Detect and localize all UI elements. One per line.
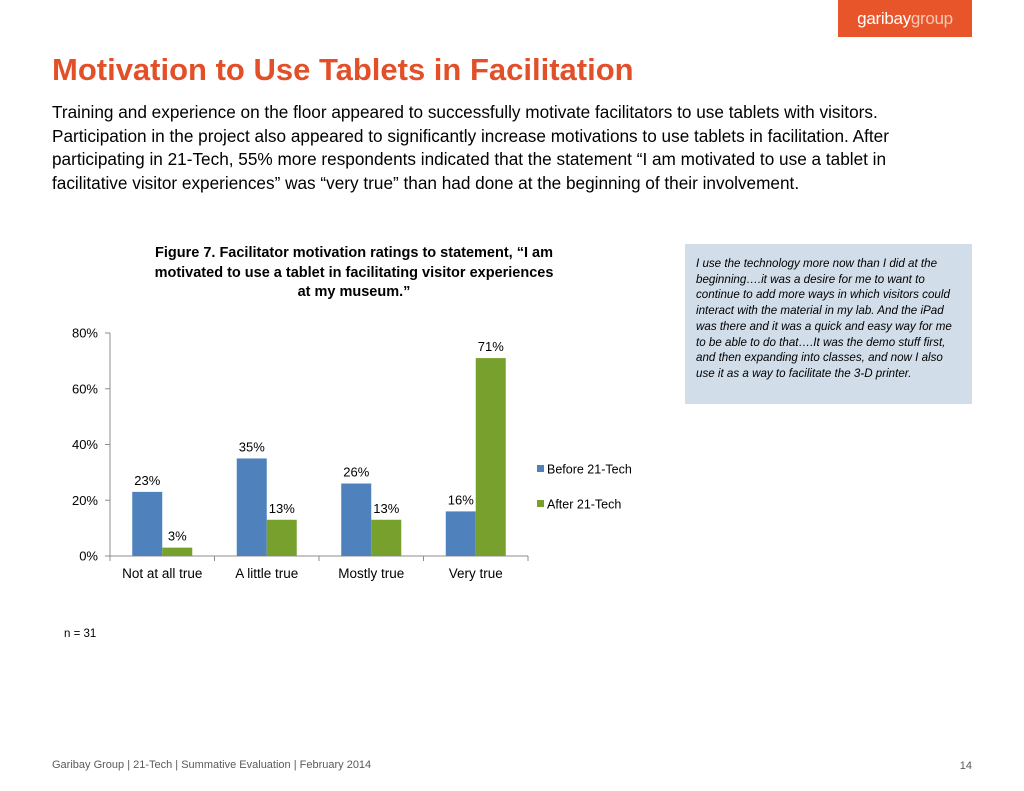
bar-before (236, 458, 267, 556)
legend-label: Before 21-Tech (547, 463, 632, 477)
legend-label: After 21-Tech (547, 498, 621, 512)
data-label: 13% (373, 501, 399, 516)
brand-logo: garibaygroup (838, 0, 972, 37)
data-label: 71% (478, 339, 504, 354)
x-tick-label: A little true (235, 566, 298, 581)
bar-after (475, 358, 506, 556)
data-label: 16% (448, 492, 474, 507)
bar-after (371, 519, 402, 556)
bar-after (162, 547, 193, 556)
bar-before (341, 483, 372, 556)
data-label: 13% (269, 501, 295, 516)
data-label: 3% (168, 529, 187, 544)
quote-box: I use the technology more now than I did… (685, 244, 972, 404)
data-label: 35% (239, 439, 265, 454)
legend-swatch (537, 465, 544, 472)
logo-text-main: garibay (857, 9, 911, 28)
logo-text-accent: group (910, 9, 953, 28)
bar-after (266, 519, 297, 556)
y-tick-label: 40% (72, 437, 98, 452)
figure-title: Figure 7. Facilitator motivation ratings… (154, 245, 554, 300)
y-tick-label: 60% (72, 381, 98, 396)
page-number: 14 (959, 760, 972, 772)
data-label: 26% (343, 465, 369, 480)
y-tick-label: 20% (72, 493, 98, 508)
x-tick-label: Very true (449, 566, 503, 581)
page-title: Motivation to Use Tablets in Facilitatio… (52, 52, 634, 87)
footer-text: Garibay Group | 21-Tech | Summative Eval… (52, 759, 372, 771)
legend-swatch (537, 500, 544, 507)
sample-size-note: n = 31 (64, 628, 97, 640)
bar-before (445, 511, 476, 556)
bar-before (132, 491, 163, 556)
y-tick-label: 80% (72, 326, 98, 341)
x-tick-label: Not at all true (122, 566, 202, 581)
x-tick-label: Mostly true (338, 566, 404, 581)
data-label: 23% (134, 473, 160, 488)
y-tick-label: 0% (79, 549, 98, 564)
intro-paragraph: Training and experience on the floor app… (52, 102, 889, 193)
